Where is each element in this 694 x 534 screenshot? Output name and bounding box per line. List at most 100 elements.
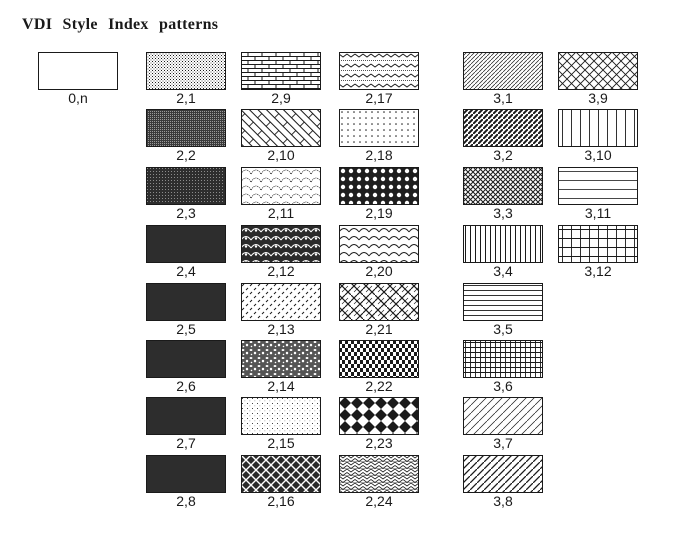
pattern-fill-dots-sparse: [241, 397, 321, 435]
swatch-label: 3,11: [558, 206, 638, 220]
swatch-3-1: 3,1: [463, 52, 543, 106]
swatch-label: 2,15: [241, 436, 321, 450]
pattern-fill-hollow: [38, 52, 118, 90]
pattern-fill-dot-grid: [339, 109, 419, 147]
pattern-fill-vertical-lines: [463, 225, 543, 263]
pattern-fill-diagonal-bricks: [241, 109, 321, 147]
swatch-2-3: 2,3: [146, 167, 226, 221]
swatch-label: 3,6: [463, 379, 543, 393]
pattern-fill-basket-weave: [339, 283, 419, 321]
swatch-2-1: 2,1: [146, 52, 226, 106]
swatch-2-6: 2,6: [146, 340, 226, 394]
pattern-fill-scales-solid: [241, 225, 321, 263]
swatch-label: 3,8: [463, 494, 543, 508]
swatch-3-12: 3,12: [558, 225, 638, 279]
pattern-fill-solid: [146, 225, 226, 263]
pattern-fill-solid: [146, 397, 226, 435]
pattern-fill-diagonal-medium: [463, 455, 543, 493]
swatch-2-23: 2,23: [339, 397, 419, 451]
pattern-fill-diagonal-thick: [463, 109, 543, 147]
swatch-3-10: 3,10: [558, 109, 638, 163]
pattern-fill-dots-fine: [146, 52, 226, 90]
swatch-label: 2,6: [146, 379, 226, 393]
swatch-3-9: 3,9: [558, 52, 638, 106]
pattern-fill-diagonal-fine: [463, 52, 543, 90]
swatch-label: 2,8: [146, 494, 226, 508]
swatch-label: 2,5: [146, 322, 226, 336]
swatch-label: 3,1: [463, 91, 543, 105]
swatch-2-12: 2,12: [241, 225, 321, 279]
swatch-label: 3,9: [558, 91, 638, 105]
swatch-label: 2,23: [339, 436, 419, 450]
swatch-label: 3,2: [463, 148, 543, 162]
swatch-2-14: 2,14: [241, 340, 321, 394]
swatch-label: 2,13: [241, 322, 321, 336]
swatch-2-16: 2,16: [241, 455, 321, 509]
swatch-label: 2,16: [241, 494, 321, 508]
swatch-3-2: 3,2: [463, 109, 543, 163]
swatch-2-11: 2,11: [241, 167, 321, 221]
pattern-fill-horizontal-sparse: [558, 167, 638, 205]
swatch-2-18: 2,18: [339, 109, 419, 163]
swatch-2-9: 2,9: [241, 52, 321, 106]
swatch-3-4: 3,4: [463, 225, 543, 279]
pattern-fill-zigzag-bars: [339, 340, 419, 378]
swatch-label: 2,21: [339, 322, 419, 336]
swatch-2-15: 2,15: [241, 397, 321, 451]
swatch-2-13: 2,13: [241, 283, 321, 337]
swatch-label: 3,7: [463, 436, 543, 450]
swatch-2-20: 2,20: [339, 225, 419, 279]
swatch-label: 2,18: [339, 148, 419, 162]
swatch-label: 3,10: [558, 148, 638, 162]
swatch-label: 3,5: [463, 322, 543, 336]
swatch-label: 2,2: [146, 148, 226, 162]
pattern-fill-solid: [146, 455, 226, 493]
swatch-3-11: 3,11: [558, 167, 638, 221]
swatch-label: 2,7: [146, 436, 226, 450]
pattern-fill-dots-dark: [146, 109, 226, 147]
swatch-label: 2,19: [339, 206, 419, 220]
pattern-fill-solid: [146, 283, 226, 321]
swatch-2-19: 2,19: [339, 167, 419, 221]
swatch-2-8: 2,8: [146, 455, 226, 509]
swatch-label: 3,4: [463, 264, 543, 278]
pattern-fill-crosshatch-diagonal: [558, 52, 638, 90]
swatch-3-3: 3,3: [463, 167, 543, 221]
pattern-fill-scales-outline: [339, 225, 419, 263]
pattern-fill-horizontal-lines: [463, 283, 543, 321]
pattern-fill-grid-sparse: [558, 225, 638, 263]
swatch-label: 3,3: [463, 206, 543, 220]
pattern-fill-solid: [146, 340, 226, 378]
pattern-fill-diagonal-dashes: [241, 283, 321, 321]
swatch-2-7: 2,7: [146, 397, 226, 451]
swatch-label: 2,12: [241, 264, 321, 278]
swatch-label: 2,10: [241, 148, 321, 162]
swatch-label: 2,17: [339, 91, 419, 105]
swatch-label: 2,14: [241, 379, 321, 393]
swatch-label: 0,n: [38, 91, 118, 105]
pattern-fill-scallops-dotted: [241, 167, 321, 205]
swatch-label: 2,9: [241, 91, 321, 105]
swatch-2-4: 2,4: [146, 225, 226, 279]
pattern-fill-diagonal-sparse: [463, 397, 543, 435]
swatch-label: 2,11: [241, 206, 321, 220]
swatch-label: 2,3: [146, 206, 226, 220]
swatch-label: 2,20: [339, 264, 419, 278]
swatch-2-10: 2,10: [241, 109, 321, 163]
pattern-fill-diamonds: [339, 397, 419, 435]
pattern-fill-grid-dense: [463, 340, 543, 378]
pattern-fill-crosshatch-dense: [463, 167, 543, 205]
pattern-fill-vertical-sparse: [558, 109, 638, 147]
swatch-3-5: 3,5: [463, 283, 543, 337]
swatch-label: 3,12: [558, 264, 638, 278]
swatch-2-17: 2,17: [339, 52, 419, 106]
pattern-fill-weave: [241, 455, 321, 493]
pattern-fill-circles-on-dark: [339, 167, 419, 205]
pattern-fill-zigzag-waves: [339, 52, 419, 90]
swatch-2-22: 2,22: [339, 340, 419, 394]
pattern-fill-herringbone: [339, 455, 419, 493]
swatch-label: 2,4: [146, 264, 226, 278]
swatch-label: 2,22: [339, 379, 419, 393]
swatch-3-8: 3,8: [463, 455, 543, 509]
